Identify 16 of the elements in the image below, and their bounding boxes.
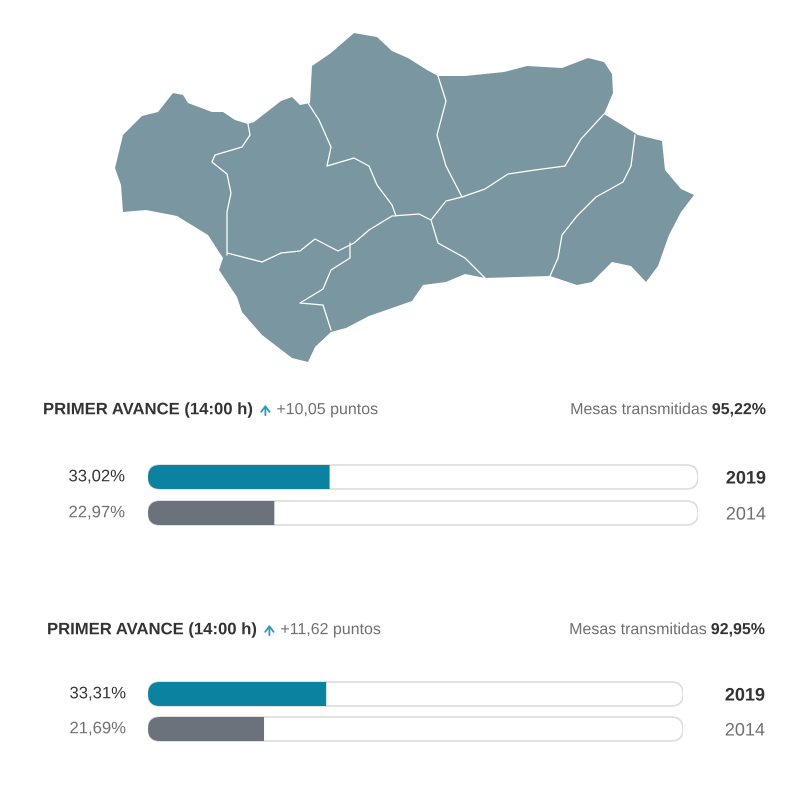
chart-title: PRIMER AVANCE (14:00 h) [44, 402, 252, 418]
y-tick-label: 2014 [726, 722, 764, 736]
data-label: 21,69% [70, 722, 126, 736]
data-label: 33,02% [69, 470, 124, 484]
data-label: 22,97% [69, 506, 124, 520]
text: 95,22% [712, 402, 766, 417]
text: 92,95% [711, 622, 765, 637]
text: Mesas transmitidas [571, 402, 708, 414]
y-tick-label: 2019 [725, 688, 764, 701]
data-label: 33,31% [70, 686, 126, 700]
text: Mesas transmitidas [570, 622, 706, 634]
y-tick-label: 2014 [726, 506, 766, 520]
chart-title: PRIMER AVANCE (14:00 h) [48, 622, 256, 638]
y-tick-label: 2019 [726, 470, 766, 484]
text: +11,62 puntos [281, 622, 380, 638]
text: +10,05 puntos [277, 402, 378, 418]
